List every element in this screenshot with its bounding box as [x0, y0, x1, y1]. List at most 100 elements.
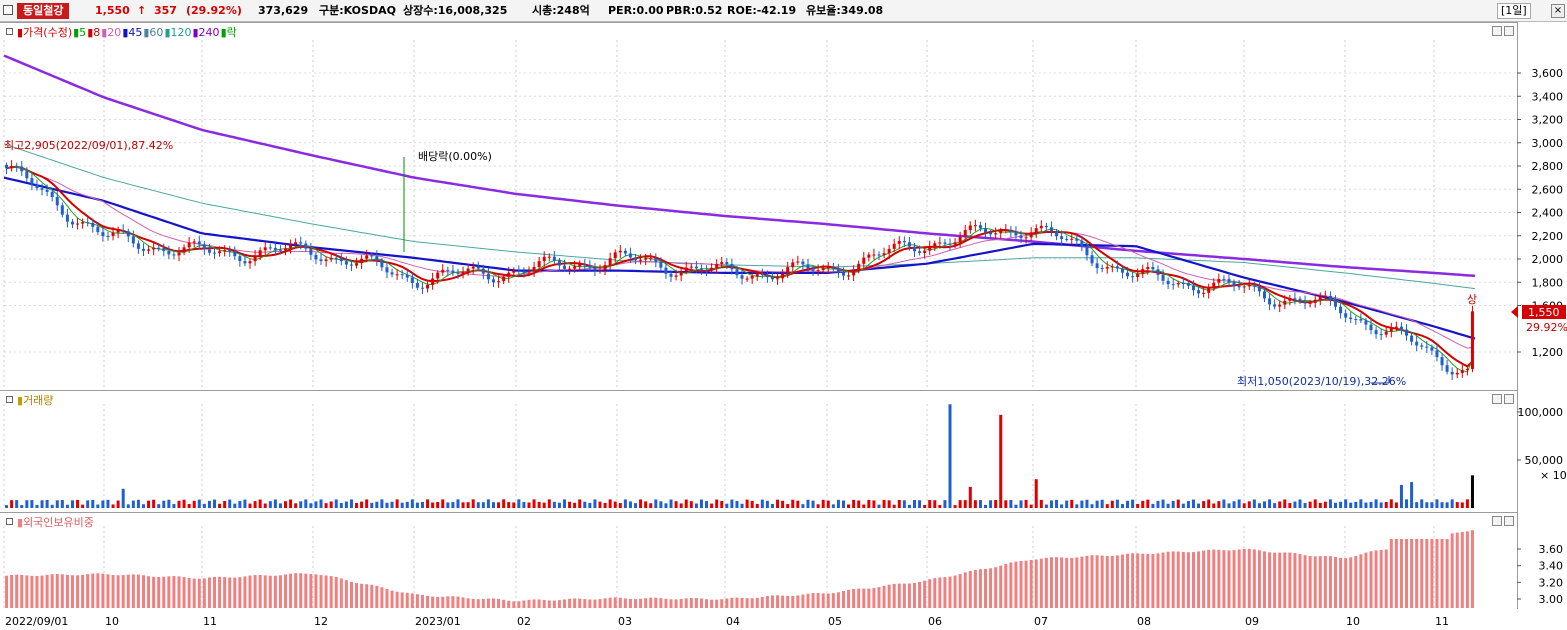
minimize-icon[interactable] — [1492, 26, 1502, 36]
candle-body — [1293, 298, 1297, 300]
foreign-ratio-bar — [583, 599, 587, 608]
candle-body — [512, 270, 516, 273]
candle-body — [81, 222, 85, 224]
volume-bar — [684, 499, 688, 508]
foreign-ratio-bar — [81, 574, 85, 608]
y-tick-label: 2,400 — [1532, 207, 1564, 220]
candle-body — [867, 254, 871, 258]
candle-body — [344, 261, 348, 265]
volume-bar — [233, 503, 237, 508]
candle-body — [152, 247, 156, 250]
foreign-ratio-bar — [1349, 557, 1353, 608]
candle-body — [1065, 238, 1069, 240]
candle-body — [740, 275, 744, 279]
volume-bar — [1202, 501, 1206, 508]
volume-bar — [1344, 499, 1348, 508]
candle-body — [618, 250, 622, 253]
price-panel[interactable]: ▮가격(수정)▮5▮8▮20▮45▮60▮120▮240▮락 — [0, 22, 1517, 390]
foreign-ratio-bar — [1126, 553, 1130, 608]
y-tick-label: 1,800 — [1532, 276, 1564, 289]
maximize-icon[interactable] — [1504, 26, 1514, 36]
panel-buttons[interactable] — [1490, 394, 1514, 406]
candle-body — [319, 259, 323, 262]
candle-body — [684, 267, 688, 272]
foreign-ratio-bar — [517, 601, 521, 608]
candle-body — [735, 269, 739, 276]
volume-bar — [1055, 499, 1059, 508]
foreign-ratio-panel[interactable]: ▮외국인보유비중 — [0, 512, 1517, 609]
volume-bar — [25, 500, 29, 508]
candle-body — [659, 261, 663, 268]
candle-body — [1308, 302, 1312, 304]
candle-body — [40, 188, 44, 190]
foreign-ratio-bar — [1344, 558, 1348, 608]
period-selector[interactable]: [1일] — [1497, 3, 1531, 19]
volume-bar — [912, 500, 916, 508]
volume-bar — [456, 499, 460, 508]
candle-body — [76, 223, 80, 225]
candle-body — [978, 225, 982, 229]
volume-bar — [1445, 502, 1449, 508]
candle-body — [1034, 228, 1038, 233]
candle-body — [15, 165, 19, 167]
minimize-icon[interactable] — [1492, 394, 1502, 404]
close-button[interactable]: × — [1551, 4, 1565, 18]
volume-bar — [887, 500, 891, 508]
foreign-ratio-bar — [664, 598, 668, 608]
foreign-ratio-bar — [476, 599, 480, 608]
candle-body — [106, 236, 110, 238]
foreign-ratio-bar — [355, 583, 359, 608]
maximize-icon[interactable] — [1504, 516, 1514, 526]
candle-body — [679, 271, 683, 276]
volume-bar — [867, 499, 871, 508]
candle-body — [213, 252, 217, 254]
foreign-ratio-bar — [1445, 539, 1449, 608]
foreign-ratio-bar — [116, 575, 120, 608]
stock-name[interactable]: 동일철강 — [17, 3, 70, 19]
foreign-ratio-bar — [1181, 551, 1185, 608]
candles — [5, 160, 1474, 381]
candle-body — [147, 249, 151, 251]
foreign-ratio-bar — [197, 578, 201, 608]
volume-bar — [228, 499, 232, 508]
candle-body — [1217, 278, 1221, 283]
volume-bar — [1212, 503, 1216, 508]
candle-body — [466, 268, 470, 272]
foreign-ratio-bar — [1105, 555, 1109, 608]
candle-body — [750, 276, 754, 279]
volume-bar — [776, 499, 780, 508]
volume-bar — [60, 499, 64, 508]
candle-body — [1283, 300, 1287, 305]
maximize-icon[interactable] — [1504, 394, 1514, 404]
volume-bar — [1232, 501, 1236, 508]
candle-body — [167, 250, 171, 255]
candle-body — [781, 273, 785, 279]
foreign-ratio-bar — [461, 597, 465, 608]
candle-body — [664, 267, 668, 274]
foreign-ratio-bar — [101, 573, 105, 608]
panel-toggle-icon[interactable] — [6, 518, 13, 525]
panel-buttons[interactable] — [1490, 26, 1514, 38]
volume-bar — [197, 499, 201, 508]
y-tick-label: 3,600 — [1532, 67, 1564, 80]
select-checkbox[interactable] — [3, 5, 13, 15]
foreign-ratio-bar — [1131, 553, 1135, 608]
candle-body — [25, 171, 29, 179]
volume-bar — [1197, 503, 1201, 508]
volume-bar — [218, 503, 222, 508]
panel-toggle-icon[interactable] — [6, 28, 13, 35]
candle-body — [70, 221, 74, 225]
panel-buttons[interactable] — [1490, 516, 1514, 528]
volume-bar — [831, 504, 835, 508]
panel-toggle-icon[interactable] — [6, 396, 13, 403]
volume-panel[interactable]: ▮거래량 — [0, 390, 1517, 512]
y-tick-label: 2,200 — [1532, 230, 1564, 243]
candle-body — [284, 248, 288, 251]
candle-body — [380, 260, 384, 268]
minimize-icon[interactable] — [1492, 516, 1502, 526]
volume-bar — [1262, 501, 1266, 508]
x-tick-label: 2022/09/01 — [5, 615, 68, 628]
volume-bar — [1186, 501, 1190, 508]
candle-body — [218, 251, 222, 254]
